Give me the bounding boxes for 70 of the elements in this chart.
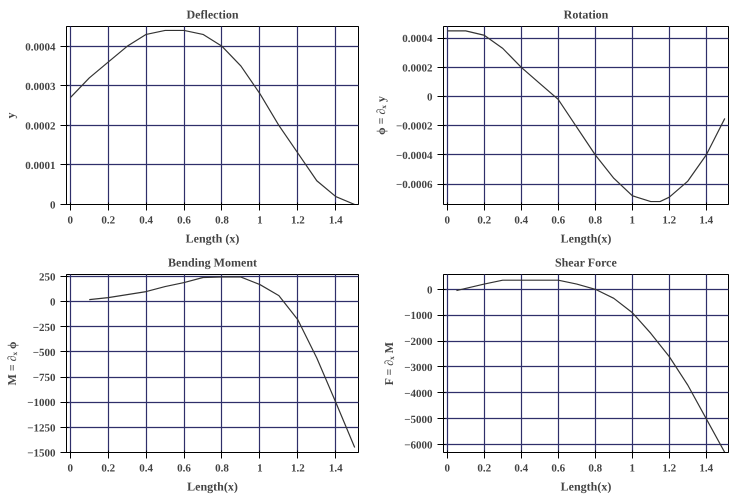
y-tick-label: −1000 <box>404 310 433 322</box>
x-tick-label: 0.4 <box>514 462 529 474</box>
x-tick-label: 0.4 <box>139 462 154 474</box>
y-tick-label: 0 <box>50 200 56 212</box>
x-tick-label: 0.2 <box>477 214 492 226</box>
y-tick-label: 0.0004 <box>402 33 433 46</box>
y-tick-label: −1000 <box>27 397 56 410</box>
y-tick-label: −4000 <box>404 388 433 400</box>
x-tick-label: 0.2 <box>101 462 116 474</box>
y-tick-label: 0 <box>427 92 433 104</box>
y-tick-label: 0.0003 <box>25 80 56 93</box>
x-tick-label: 0.2 <box>477 462 492 474</box>
x-tick-label: 1.4 <box>328 462 344 474</box>
x-tick-label: 0.6 <box>551 214 566 226</box>
chart-title: Bending Moment <box>168 256 258 270</box>
x-tick-label: 1.4 <box>699 214 714 226</box>
y-tick-label: 250 <box>39 272 56 284</box>
x-tick-label: 0.6 <box>551 462 566 474</box>
x-tick-label: 0 <box>444 462 450 474</box>
chart-title: Shear Force <box>554 256 618 270</box>
x-tick-label: 1.2 <box>662 462 677 474</box>
chart-title: Deflection <box>186 8 239 22</box>
x-tick-label: 1.2 <box>290 462 306 474</box>
x-tick-label: 1 <box>257 214 263 226</box>
x-tick-label: 0 <box>68 462 74 474</box>
y-tick-label: 0.0004 <box>25 41 56 54</box>
x-tick-label: 0 <box>68 214 74 226</box>
y-tick-label: −750 <box>32 372 56 384</box>
x-tick-label: 1.2 <box>290 214 306 226</box>
x-tick-label: 1 <box>257 462 263 474</box>
x-tick-label: 0.8 <box>588 214 603 226</box>
y-tick-label: −500 <box>32 346 56 359</box>
y-tick-label: 0 <box>427 284 433 296</box>
y-axis-title: ϕ = ∂ₓ y <box>374 96 388 135</box>
y-tick-label: 0 <box>50 296 56 309</box>
x-tick-label: 1.4 <box>699 462 714 474</box>
y-tick-label: 0.0001 <box>25 160 56 172</box>
x-tick-label: 0 <box>444 214 450 226</box>
chart-title: Rotation <box>564 8 609 22</box>
x-axis-title: Length(x) <box>560 480 612 494</box>
x-tick-label: 0.2 <box>101 214 116 226</box>
y-axis-title: M = ∂ₓ ϕ <box>5 340 20 386</box>
y-tick-label: −0.0004 <box>396 150 433 162</box>
y-tick-label: −250 <box>32 322 56 334</box>
x-axis-title: Length(x) <box>560 232 612 246</box>
x-axis-title: Length (x) <box>186 232 240 246</box>
x-tick-label: 1 <box>630 214 636 226</box>
y-tick-label: 0.0002 <box>25 120 56 132</box>
y-tick-label: −1500 <box>27 448 56 460</box>
x-axis-title: Length(x) <box>187 480 238 494</box>
y-axis-title: y <box>3 112 18 118</box>
x-tick-label: 0.6 <box>177 462 192 474</box>
x-tick-label: 0.8 <box>215 214 230 226</box>
x-tick-label: 0.4 <box>514 214 529 226</box>
x-tick-label: 1.4 <box>328 214 344 226</box>
y-tick-label: −0.0002 <box>396 120 433 133</box>
x-tick-label: 0.8 <box>215 462 230 474</box>
y-tick-label: −6000 <box>404 440 433 452</box>
y-tick-label: 0.0002 <box>402 62 433 74</box>
y-tick-label: −2000 <box>404 336 433 348</box>
x-tick-label: 1 <box>630 462 636 474</box>
x-tick-label: 1.2 <box>662 214 677 226</box>
y-tick-label: −5000 <box>404 414 433 426</box>
x-tick-label: 0.8 <box>588 462 603 474</box>
y-tick-label: −0.0006 <box>396 179 433 192</box>
y-tick-label: −3000 <box>404 362 433 374</box>
x-tick-label: 0.4 <box>139 214 154 226</box>
x-tick-label: 0.6 <box>177 214 192 226</box>
y-axis-title: F = ∂ₓ M <box>382 342 396 386</box>
y-tick-label: −1250 <box>27 422 56 434</box>
